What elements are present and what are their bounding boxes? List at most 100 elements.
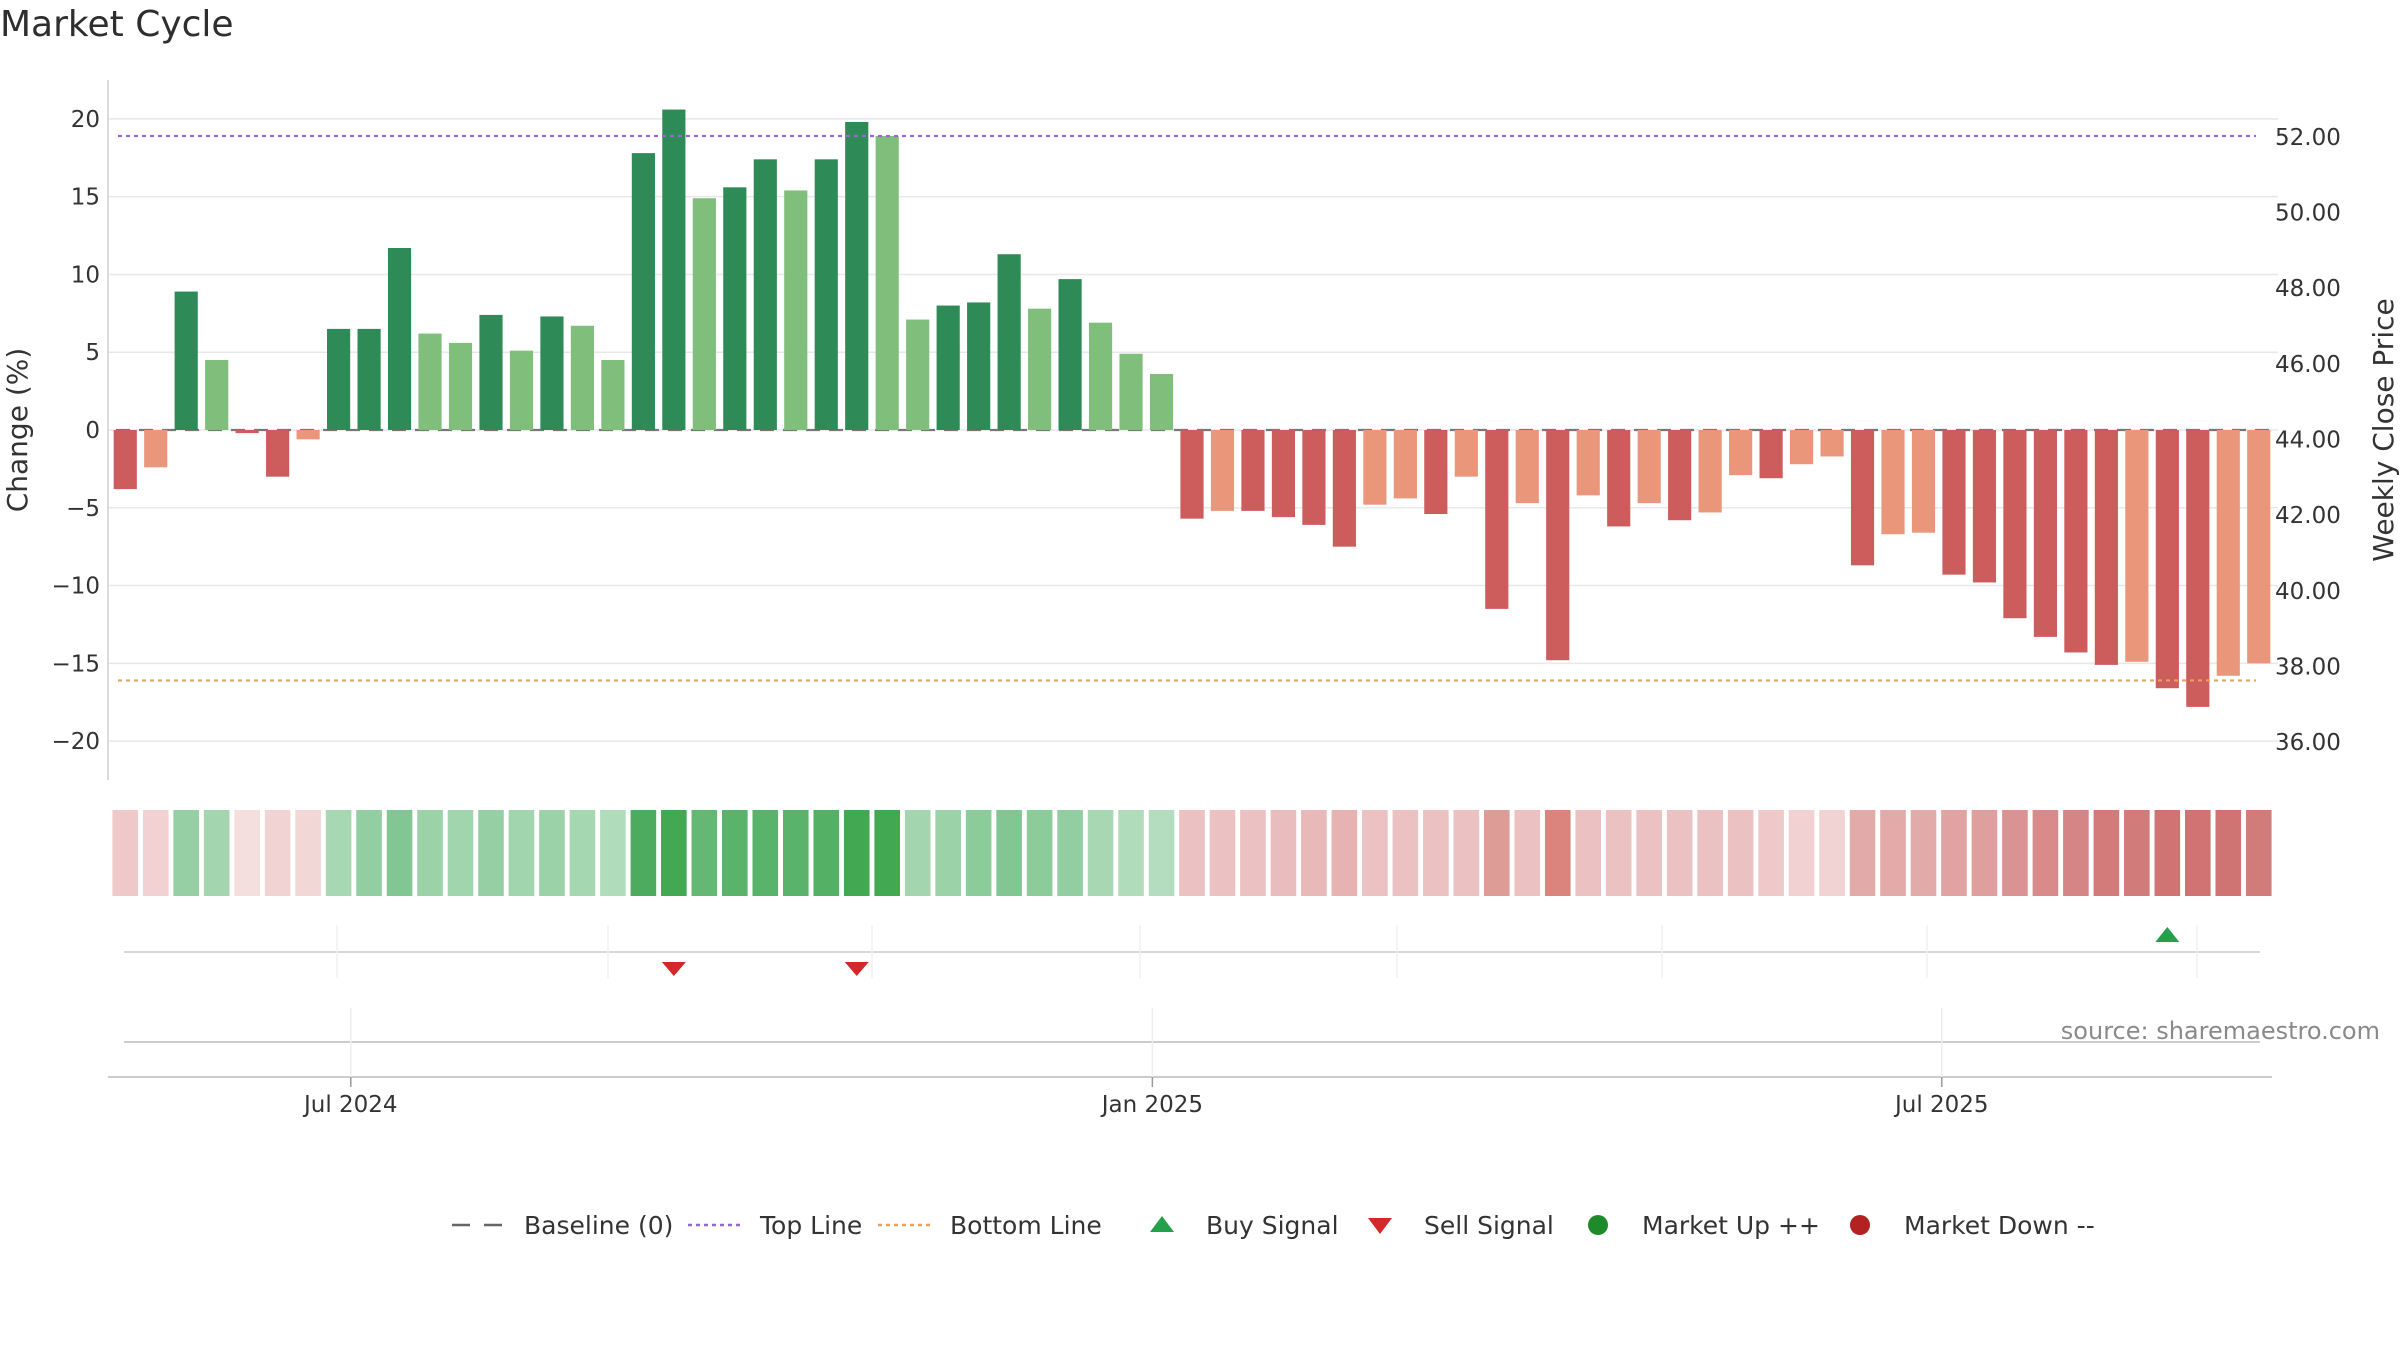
bar [1789,430,1814,465]
bar [1729,430,1753,476]
heat-cell [508,810,535,896]
heat-cell [1392,810,1419,896]
bar [2033,430,2057,637]
legend-label: Market Down -- [1904,1211,2095,1240]
heat-cell [173,810,199,896]
heat-cell [1788,810,1815,896]
heat-cell [1483,810,1510,896]
heat-cell [386,810,413,896]
heat-cell [264,810,291,896]
bar [1119,353,1143,430]
heat-cell [203,810,230,896]
legend-item: Buy Signal [1150,1211,1339,1240]
x-tick-label: Jan 2025 [1100,1092,1203,1118]
bar [1028,308,1052,430]
heat-cell [447,810,474,896]
legend-label: Top Line [759,1211,862,1240]
bar [540,316,564,430]
legend-item: Market Down -- [1850,1211,2095,1240]
heat-cell [1880,810,1906,896]
y2-tick-label: 36.00 [2275,730,2341,756]
x-axis: Jul 2024 Jan 2025 Jul 2025 [108,1008,2272,1118]
heat-cell [1057,810,1083,896]
heat-cell [325,810,352,896]
bar [2216,430,2240,676]
bar [327,328,351,430]
heat-cell [539,810,565,896]
heat-cell [569,810,596,896]
bar [1911,430,1936,533]
legend-item: Top Line [688,1211,862,1240]
bar [1332,430,1356,547]
legend-item: Sell Signal [1368,1211,1554,1240]
y2-tick-label: 38.00 [2275,654,2341,680]
sell-signal-marker [844,962,869,976]
bar [570,325,595,430]
heat-cell [965,810,992,896]
bar [936,305,960,430]
heat-cell [1636,810,1662,896]
bar [1149,374,1174,430]
heat-cell [630,810,657,896]
y2-tick-label: 50.00 [2275,200,2341,226]
bar [1393,430,1417,499]
heat-cell [722,810,748,896]
bar [631,153,655,430]
bar [1698,430,1722,513]
bar [845,122,869,430]
y-tick-label: 0 [85,418,100,444]
heat-cell [1026,810,1053,896]
legend-item: Market Up ++ [1588,1211,1820,1240]
heat-cell [782,810,809,896]
heat-cell [356,810,382,896]
bar [997,254,1021,430]
bar [1088,322,1113,430]
bar [1180,430,1204,519]
heat-cell [478,810,504,896]
bar [1942,430,1966,575]
heat-cell [2185,810,2211,896]
heat-cell [112,810,139,896]
y-tick-label: −10 [51,574,100,600]
x-tick-label: Jul 2025 [1893,1092,1989,1118]
bar [1454,430,1478,477]
heat-cell [2032,810,2059,896]
legend: Baseline (0) Top Line Bottom Line Buy Signa… [452,1211,2095,1240]
bar [174,291,198,430]
legend-dot-icon [1588,1215,1608,1235]
heat-strip [112,810,2272,896]
heat-cell [1849,810,1876,896]
y2-tick-label: 46.00 [2275,352,2341,378]
signal-panel [124,925,2260,978]
bar [1668,430,1692,521]
y-axis-title: Change (%) [1,348,34,513]
heat-cell [1727,810,1754,896]
y-tick-label: 15 [71,185,100,211]
bar [1759,430,1783,479]
bar [906,319,930,430]
heat-cell [600,810,626,896]
bar [296,430,320,440]
legend-label: Buy Signal [1206,1211,1339,1240]
bar [1210,430,1235,511]
y2-tick-label: 44.00 [2275,427,2341,453]
bar [1637,430,1661,504]
heat-cell [1819,810,1845,896]
heat-cell [1666,810,1693,896]
heat-cell [1301,810,1327,896]
buy-signal-icon [1150,1216,1174,1232]
heat-cell [1118,810,1144,896]
bar [1302,430,1326,525]
heat-cell [2124,810,2150,896]
heat-cell [661,810,687,896]
bars [113,109,2271,707]
bar [1485,430,1509,609]
sell-signal-icon [1368,1218,1392,1234]
bar [662,109,686,431]
bar [2003,430,2027,619]
heat-cell [1362,810,1388,896]
heat-cell [1514,810,1541,896]
bar [753,159,777,431]
bar [723,187,747,430]
